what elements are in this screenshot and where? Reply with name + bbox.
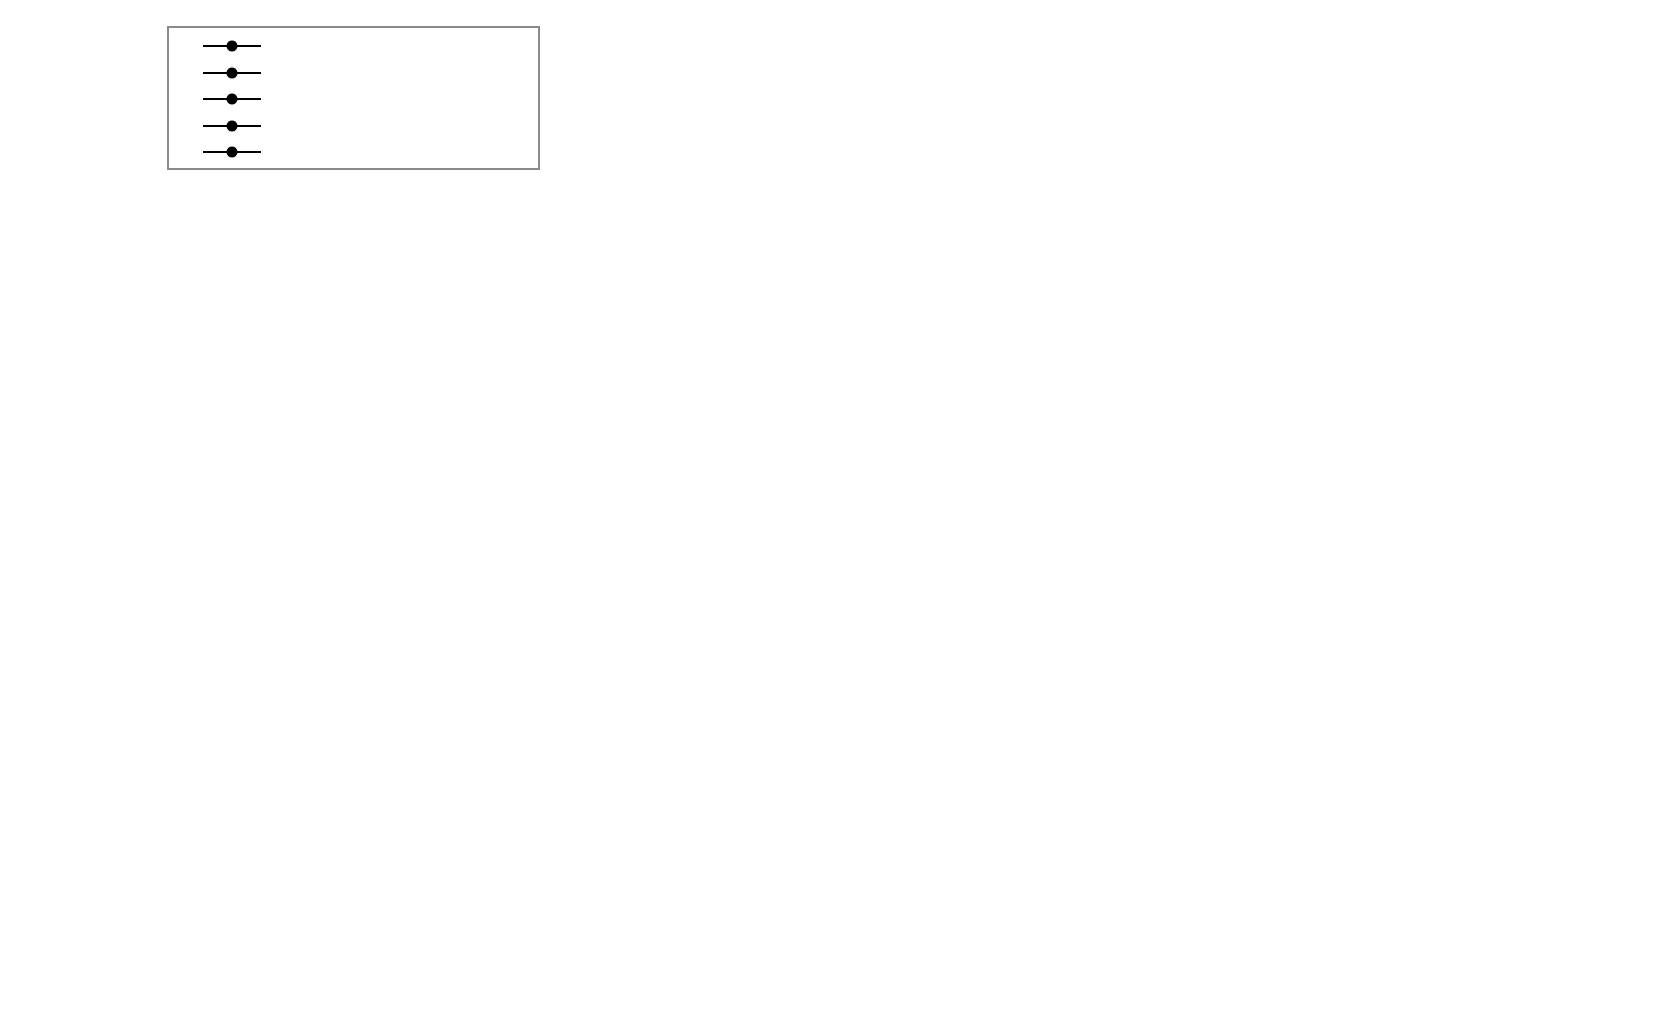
pressure-axis-title <box>1581 77 1617 477</box>
legend-dot-icon <box>226 93 238 105</box>
legend-dot-icon <box>226 40 238 52</box>
pressure-line-swatch <box>203 40 261 52</box>
gravity-axis-title <box>10 301 46 701</box>
legend-item-residual <box>169 86 538 113</box>
legend-item-pressure <box>169 33 538 60</box>
tide-axis-title <box>1581 506 1617 906</box>
last10-line-swatch <box>203 120 261 132</box>
legend-item-theortide <box>169 139 538 166</box>
noise-level-label <box>224 341 254 641</box>
legend-dot-icon <box>226 120 238 132</box>
legend-item-last10min <box>169 113 538 140</box>
residual-line-swatch <box>203 93 261 105</box>
legend-dot-icon <box>226 67 238 79</box>
legend <box>167 26 540 170</box>
dpdt-line-swatch <box>203 67 261 79</box>
tide-line-swatch <box>203 146 261 158</box>
time-axis-title <box>409 964 1209 1000</box>
legend-dot-icon <box>226 146 238 158</box>
legend-item-dpdt <box>169 60 538 87</box>
